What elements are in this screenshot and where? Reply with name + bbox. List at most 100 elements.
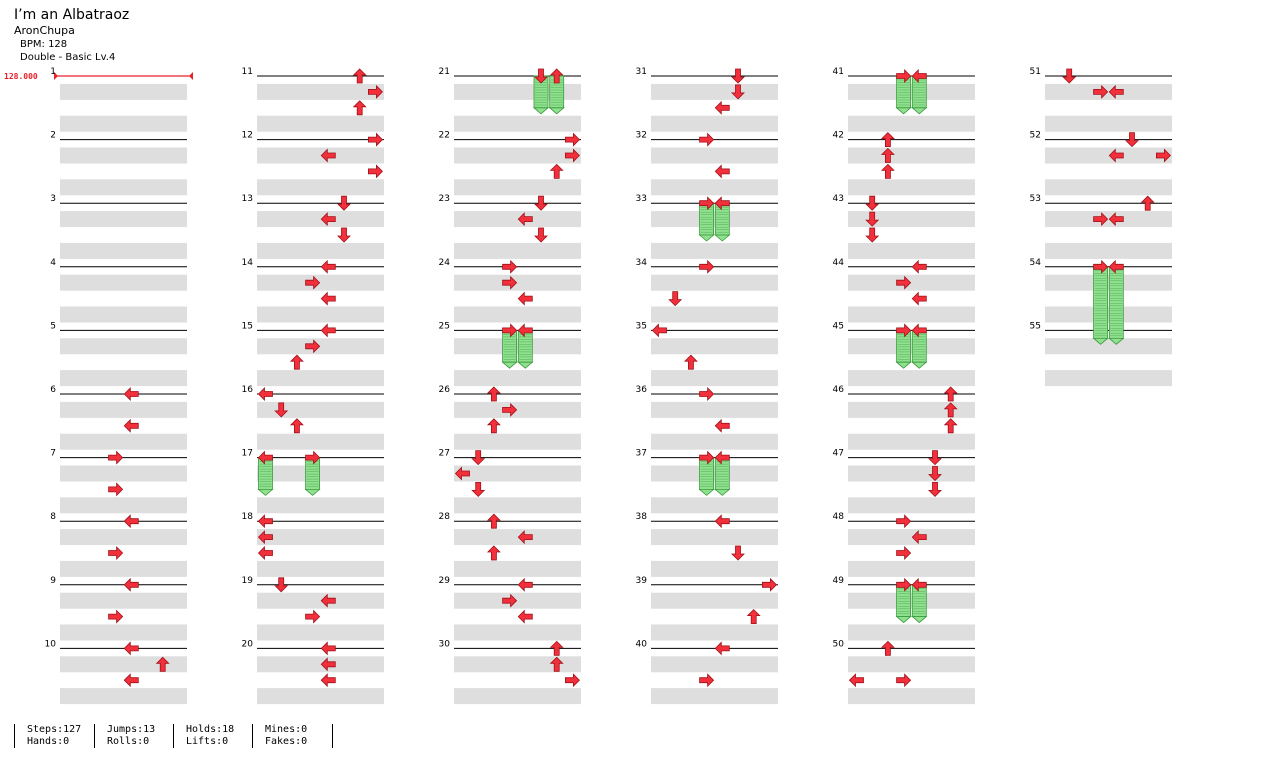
measure-number: 28 [439,512,451,522]
measure-band [60,306,187,323]
measure-band [60,179,187,196]
measure-band [60,338,187,355]
measure-band [257,433,384,450]
measure-band [454,624,581,641]
arrow-right-icon [502,275,518,290]
measure-band [1045,338,1172,355]
measure-band [651,115,778,132]
arrow-up-icon [549,640,564,656]
measure-band [651,370,778,387]
arrow-right-icon [502,323,518,338]
arrow-right-icon [502,402,518,417]
arrow-left-icon [517,291,533,306]
arrow-right-icon [367,84,383,99]
measure-band [257,370,384,387]
measure-number: 49 [833,576,845,586]
measure-number: 22 [439,131,450,141]
arrow-left-icon [320,641,336,656]
measure-number: 4 [50,258,56,268]
measure-number: 31 [636,67,647,77]
arrow-left-icon [911,530,927,545]
measure-band [848,529,975,546]
measure-band [454,465,581,482]
arrow-left-icon [257,530,273,545]
bpm-marker-value: 128.000 [4,72,38,81]
arrow-left-icon [714,418,730,433]
arrow-up-icon [683,354,698,370]
measure-band [454,560,581,577]
measure-band [1045,211,1172,228]
arrow-left-icon [911,577,927,592]
measure-number: 35 [636,321,647,331]
arrow-left-icon [320,259,336,274]
measure-band [1045,179,1172,196]
arrow-left-icon [911,69,927,83]
measure-band [848,433,975,450]
measure-band [454,370,581,387]
measure-band [257,401,384,418]
measure-band [651,529,778,546]
measure-number: 47 [833,449,844,459]
arrow-left-icon [320,212,336,227]
measure-bands [60,75,1172,705]
measure-band [651,401,778,418]
measure-band [60,147,187,164]
arrow-up-icon [880,163,895,179]
arrow-left-icon [517,212,533,227]
measure-band [454,115,581,132]
arrow-up-icon [549,656,564,672]
measure-band [848,656,975,673]
measure-number: 24 [439,258,451,268]
measure-band [454,211,581,228]
arrow-up-icon [486,513,501,529]
arrow-up-icon [1140,195,1155,211]
measure-band [651,688,778,705]
measure-labels: 1234567891011121314151617181920212223242… [45,67,1042,649]
arrow-up-icon [746,609,761,624]
hold-body [502,329,518,363]
measure-band [651,211,778,228]
measure-number: 17 [242,449,253,459]
stats-column-4: Mines:0 Fakes:0 [252,724,331,748]
measure-number: 12 [242,131,253,141]
arrow-right-icon [367,164,383,179]
arrow-down-icon [534,68,548,84]
measure-band [257,147,384,164]
song-header: I’m an Albatraoz AronChupa BPM: 128 Doub… [14,6,129,64]
measure-band [454,529,581,546]
arrow-right-icon [502,259,518,274]
measure-band [848,592,975,609]
measure-band [60,465,187,482]
measure-band [454,83,581,100]
arrow-right-icon [699,259,715,274]
measure-number: 8 [50,512,56,522]
song-artist: AronChupa [14,24,75,37]
arrow-down-icon [1062,68,1077,84]
mines-count: Mines:0 [265,724,308,735]
arrow-left-icon [714,100,730,115]
arrow-right-icon [367,132,383,147]
arrow-right-icon [699,673,715,688]
measure-band [257,529,384,546]
measure-band [651,465,778,482]
measure-band [848,370,975,387]
measure-band [1045,370,1172,387]
hold-body [699,202,714,236]
arrow-left-icon [714,196,730,211]
step-chart: 128.000 12345678910111213141516171819202… [4,67,1172,705]
measure-number: 41 [833,67,844,77]
measure-band [651,497,778,514]
measure-band [848,83,975,100]
hold-body [699,457,714,490]
measure-band [257,560,384,577]
arrow-up-icon [289,418,304,434]
measure-band [848,401,975,418]
fakes-count: Fakes:0 [265,736,308,747]
measure-band [60,656,187,673]
bpm-change-marker: 128.000 [4,72,193,81]
arrow-left-icon [123,577,139,592]
measure-band [651,656,778,673]
tap-notes [108,68,1171,688]
measure-band [651,624,778,641]
arrow-down-icon [731,68,745,84]
